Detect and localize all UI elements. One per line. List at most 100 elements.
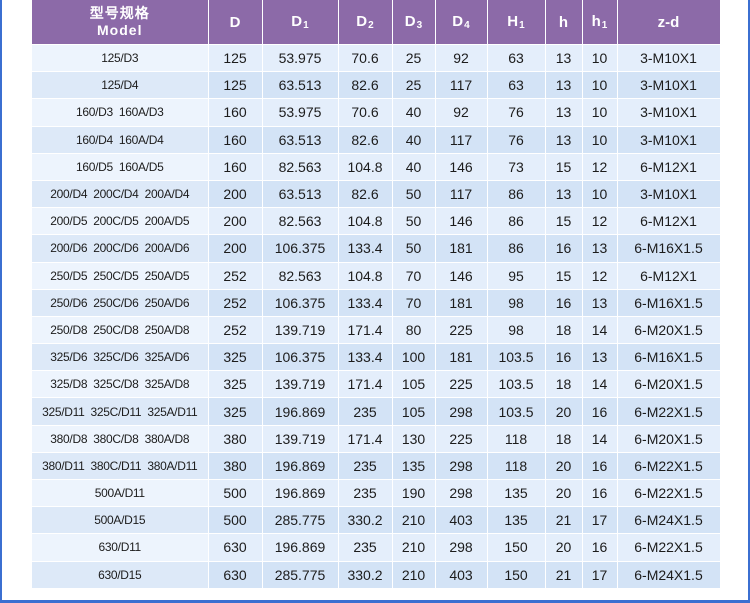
cell-h-1: 13 [582,289,618,317]
cell-model: 125/D3 [32,44,209,73]
cell-d2: 133.4 [338,343,393,372]
cell-d3: 80 [392,316,436,345]
cell-h-1: 17 [582,506,618,535]
cell-d2: 235 [338,452,393,481]
cell-d: 630 [208,533,263,562]
table-row: 325/D6 325C/D6 325A/D6 325 106.375 133.4 100… [32,343,721,372]
cell-zd: 6-M16X1.5 [617,289,721,317]
cell-d4: 146 [435,207,488,236]
header-h: h [545,0,583,45]
cell-h: 21 [545,506,583,535]
cell-model: 250/D8 250C/D8 250A/D8 [32,316,209,345]
cell-zd: 6-M22X1.5 [617,452,721,481]
cell-d3: 70 [392,262,436,290]
cell-h: 20 [545,479,583,508]
cell-d2: 171.4 [338,316,393,345]
header-row: 型号规格 Model D D1 D2 D3 D4 H1 h h1 z-d [32,0,721,45]
cell-d: 252 [208,316,263,345]
cell-h-1: 10 [582,44,618,73]
header-d-label: D [229,13,241,31]
cell-h-1: 10 [582,71,618,100]
table-row: 500A/D15 500 285.775 330.2 210 403 135 21 17 6-M2… [32,506,721,535]
cell-d2: 70.6 [338,98,393,127]
table-row: 200/D5 200C/D5 200A/D5 200 82.563 104.8 50 14… [32,207,721,236]
cell-h-1: 14 [582,425,618,453]
table-row: 630/D15 630 285.775 330.2 210 403 150 21 17 6-M24… [32,561,721,589]
cell-d3: 25 [392,71,436,100]
cell-zd: 3-M10X1 [617,98,721,127]
header-h-1-sub: 1 [601,20,608,31]
header-d4-label: D [452,13,464,30]
cell-h-1: 10 [582,98,618,127]
cell-h-1: 12 [582,207,618,236]
header-model-en: Model [97,22,143,38]
cell-d3: 50 [392,207,436,236]
table-row: 380/D11 380C/D11 380A/D11 380 196.869 235 13… [32,452,721,481]
cell-h1: 76 [487,98,546,127]
cell-d4: 117 [435,180,488,209]
cell-d1: 285.775 [262,506,339,535]
cell-d4: 298 [435,479,488,508]
cell-zd: 6-M24X1.5 [617,506,721,535]
cell-h: 16 [545,289,583,317]
cell-d: 252 [208,262,263,290]
header-zd-label: z-d [657,13,680,31]
cell-d1: 63.513 [262,126,339,154]
cell-model: 325/D8 325C/D8 325A/D8 [32,370,209,399]
cell-h1: 95 [487,262,546,290]
cell-d: 200 [208,180,263,209]
cell-zd: 6-M20X1.5 [617,370,721,399]
cell-zd: 6-M12X1 [617,207,721,236]
cell-d3: 135 [392,452,436,481]
table-row: 250/D6 250C/D6 250A/D6 252 106.375 133.4 70 1… [32,289,721,317]
cell-zd: 6-M22X1.5 [617,397,721,426]
cell-model: 630/D11 [32,533,209,562]
header-d2-sub: 2 [368,20,374,31]
cell-model: 160/D4 160A/D4 [32,126,209,154]
cell-d4: 403 [435,561,488,589]
cell-h1: 86 [487,180,546,209]
table-row: 250/D8 250C/D8 250A/D8 252 139.719 171.4 80 2… [32,316,721,345]
header-d4: D4 [435,0,488,45]
table-row: 200/D6 200C/D6 200A/D6 200 106.375 133.4 50 1… [32,234,721,263]
cell-model: 380/D11 380C/D11 380A/D11 [32,452,209,481]
cell-h-1: 16 [582,479,618,508]
cell-zd: 6-M16X1.5 [617,234,721,263]
cell-h-1: 16 [582,533,618,562]
cell-d1: 196.869 [262,533,339,562]
cell-h: 18 [545,425,583,453]
header-h-1: h1 [582,0,618,45]
cell-zd: 6-M22X1.5 [617,533,721,562]
cell-d2: 235 [338,533,393,562]
cell-d2: 82.6 [338,180,393,209]
cell-d3: 210 [392,506,436,535]
cell-zd: 3-M10X1 [617,71,721,100]
cell-model: 160/D3 160A/D3 [32,98,209,127]
cell-d3: 50 [392,234,436,263]
cell-h1: 86 [487,234,546,263]
cell-d3: 40 [392,126,436,154]
cell-h1: 73 [487,153,546,181]
header-d2: D2 [338,0,393,45]
header-d2-label: D [356,13,368,30]
cell-d4: 181 [435,343,488,372]
cell-d: 325 [208,370,263,399]
cell-h: 20 [545,533,583,562]
table-row: 125/D4 125 63.513 82.6 25 117 63 13 10 3-M10X1 [32,71,721,100]
cell-h: 16 [545,234,583,263]
table-row: 160/D4 160A/D4 160 63.513 82.6 40 117 76 13 10 3-… [32,126,721,154]
cell-d2: 70.6 [338,44,393,73]
cell-model: 325/D6 325C/D6 325A/D6 [32,343,209,372]
cell-zd: 3-M10X1 [617,180,721,209]
cell-d2: 104.8 [338,153,393,181]
cell-h: 21 [545,561,583,589]
header-h1: H1 [487,0,546,45]
cell-h: 13 [545,98,583,127]
cell-d2: 133.4 [338,289,393,317]
cell-d: 160 [208,98,263,127]
cell-model: 380/D8 380C/D8 380A/D8 [32,425,209,453]
spec-table: 型号规格 Model D D1 D2 D3 D4 H1 h h1 z-d 125… [32,0,721,589]
cell-d3: 40 [392,153,436,181]
header-d1: D1 [262,0,339,45]
